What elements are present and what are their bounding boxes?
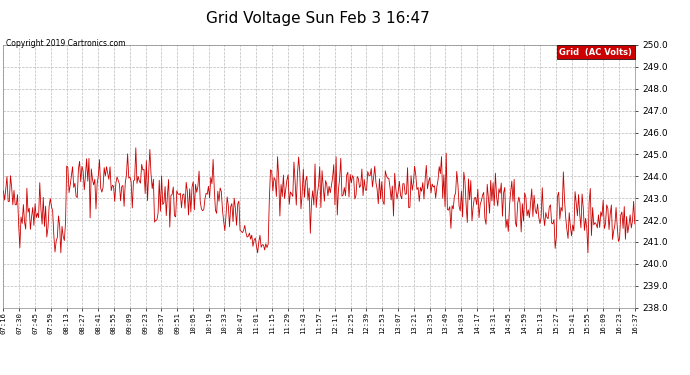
Text: Grid Voltage Sun Feb 3 16:47: Grid Voltage Sun Feb 3 16:47	[206, 11, 429, 26]
Text: Copyright 2019 Cartronics.com: Copyright 2019 Cartronics.com	[6, 39, 125, 48]
Text: Grid  (AC Volts): Grid (AC Volts)	[559, 48, 632, 57]
